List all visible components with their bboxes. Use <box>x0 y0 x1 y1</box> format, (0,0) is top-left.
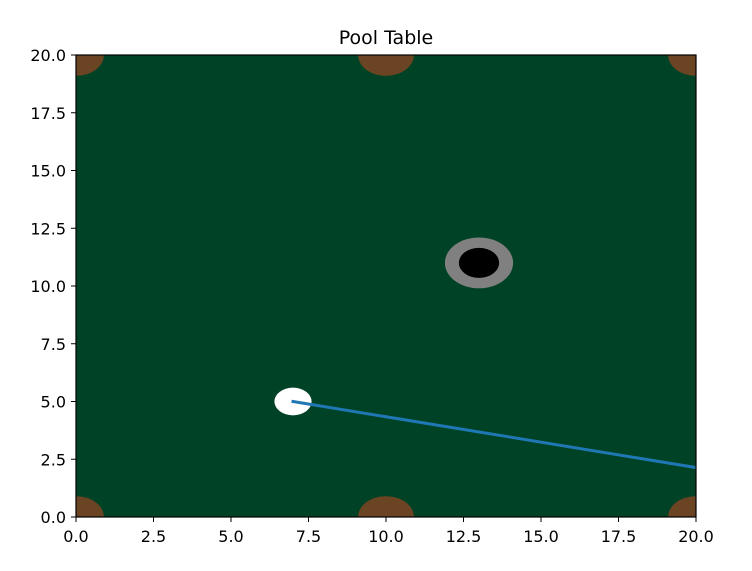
y-tick-label: 7.5 <box>41 335 66 354</box>
chart-title: Pool Table <box>339 27 433 49</box>
x-tick-label: 5.0 <box>218 527 243 546</box>
x-tick-label: 10.0 <box>368 527 404 546</box>
x-axis: 0.0 2.5 5.0 7.5 10.0 12.5 15.0 17.5 20.0 <box>63 517 714 546</box>
y-tick-label: 15.0 <box>30 162 66 181</box>
pocket-6 <box>668 55 696 76</box>
y-tick-label: 20.0 <box>30 46 66 65</box>
y-tick-label: 10.0 <box>30 277 66 296</box>
x-tick-label: 15.0 <box>523 527 559 546</box>
x-tick-label: 17.5 <box>601 527 637 546</box>
target-ball <box>458 247 500 278</box>
y-tick-label: 2.5 <box>41 450 66 469</box>
table-felt <box>76 55 696 517</box>
x-tick-label: 12.5 <box>446 527 482 546</box>
pocket-2 <box>358 496 414 517</box>
x-tick-label: 2.5 <box>141 527 166 546</box>
x-tick-label: 7.5 <box>296 527 321 546</box>
pocket-3 <box>668 496 696 517</box>
pocket-1 <box>76 496 104 517</box>
y-tick-label: 0.0 <box>41 508 66 527</box>
pocket-4 <box>76 55 104 76</box>
table-contents <box>76 55 696 517</box>
y-axis: 0.0 2.5 5.0 7.5 10.0 12.5 15.0 17.5 20.0 <box>30 46 76 527</box>
aim-line <box>291 399 696 470</box>
x-tick-label: 20.0 <box>678 527 714 546</box>
pocket-5 <box>358 55 414 76</box>
y-tick-label: 5.0 <box>41 393 66 412</box>
y-tick-label: 12.5 <box>30 219 66 238</box>
y-tick-label: 17.5 <box>30 104 66 123</box>
x-tick-label: 0.0 <box>63 527 88 546</box>
